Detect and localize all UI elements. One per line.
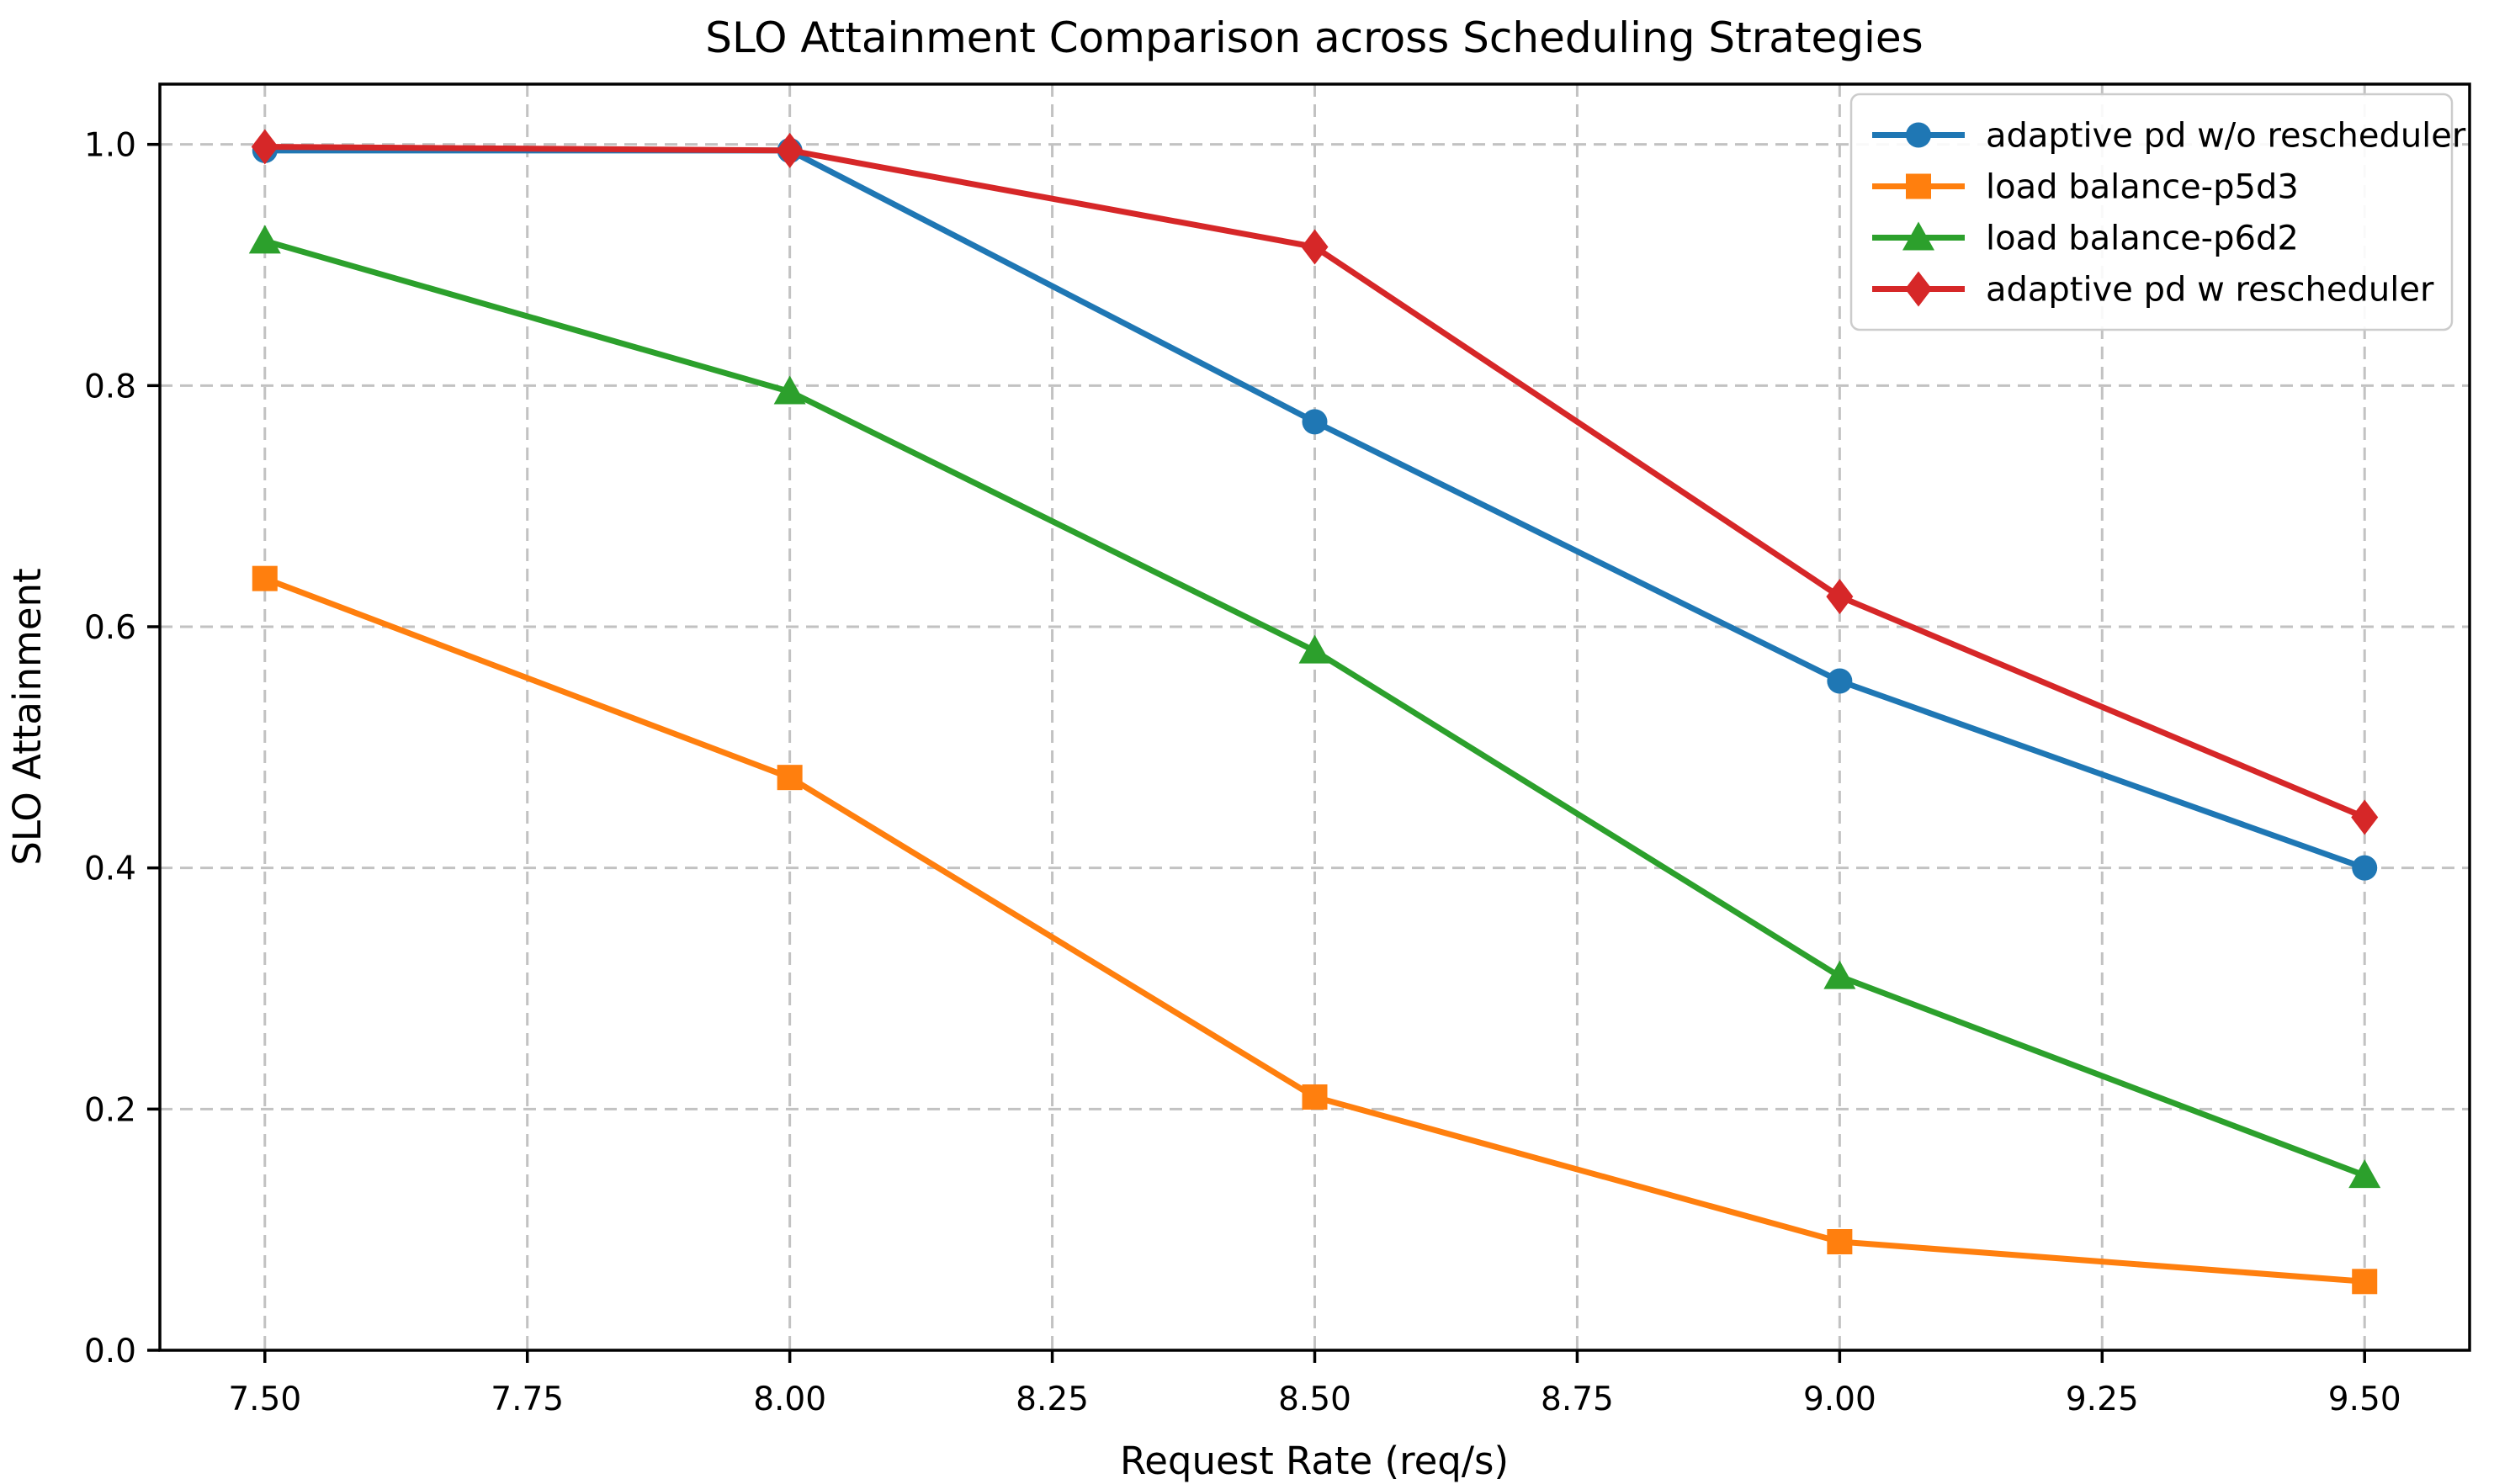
y-axis-label: SLO Attainment (5, 568, 50, 865)
marker-adaptive-pd-w-o-rescheduler (2352, 855, 2378, 881)
marker-adaptive-pd-w-rescheduler (251, 129, 279, 165)
marker-load-balance-p6d2 (248, 225, 281, 254)
legend-entry-load-balance-p5d3: load balance-p5d3 (1872, 168, 2299, 207)
x-axis-label: Request Rate (req/s) (1120, 1439, 1509, 1483)
marker-adaptive-pd-w-rescheduler (776, 132, 804, 168)
marker-load-balance-p5d3 (252, 565, 278, 591)
marker-adaptive-pd-w-o-rescheduler (1302, 409, 1328, 435)
marker-adaptive-pd-w-rescheduler (1826, 579, 1854, 615)
y-tick-label: 0.0 (84, 1333, 136, 1370)
series-load-balance-p5d3 (252, 565, 2378, 1295)
x-tick-label: 8.00 (753, 1381, 826, 1418)
legend-entry-adaptive-pd-w-rescheduler: adaptive pd w rescheduler (1872, 271, 2434, 310)
legend-swatch-load-balance-p6d2 (1902, 221, 1934, 251)
x-tick-label: 9.00 (1803, 1381, 1876, 1418)
legend: adaptive pd w/o rescheduler load balance-… (1849, 93, 2466, 331)
x-tick-label: 7.50 (228, 1381, 301, 1418)
legend-swatch-load-balance-p5d3 (1906, 173, 1931, 199)
y-tick-label: 0.6 (84, 609, 136, 647)
x-tick-label: 8.50 (1278, 1381, 1351, 1418)
y-tick-label: 0.2 (84, 1091, 136, 1129)
marker-load-balance-p5d3 (2352, 1269, 2378, 1295)
marker-load-balance-p6d2 (2348, 1159, 2381, 1189)
legend-swatch-adaptive-pd-w-o-rescheduler (1906, 122, 1931, 148)
axis-ticks: 7.50 7.75 8.00 8.25 8.50 8.75 9.00 9.25 9.50 0.0 0… (84, 127, 2401, 1418)
y-tick-label: 1.0 (84, 127, 136, 165)
marker-load-balance-p6d2 (1298, 634, 1331, 664)
x-tick-label: 7.75 (491, 1381, 564, 1418)
marker-load-balance-p6d2 (773, 375, 806, 405)
marker-load-balance-p5d3 (777, 765, 803, 791)
marker-adaptive-pd-w-rescheduler (2351, 799, 2379, 835)
marker-load-balance-p5d3 (1827, 1229, 1853, 1254)
series (248, 129, 2381, 1295)
legend-label-load-balance-p6d2: load balance-p6d2 (1986, 220, 2299, 258)
y-tick-label: 0.8 (84, 368, 136, 405)
legend-box (1849, 93, 2454, 331)
legend-entry-load-balance-p6d2: load balance-p6d2 (1872, 220, 2299, 258)
series-load-balance-p6d2 (248, 225, 2381, 1189)
marker-adaptive-pd-w-rescheduler (1301, 229, 1329, 265)
legend-label-adaptive-pd-w-o-rescheduler: adaptive pd w/o rescheduler (1986, 117, 2466, 156)
y-tick-label: 0.4 (84, 851, 136, 888)
x-tick-label: 9.50 (2328, 1381, 2401, 1418)
legend-label-adaptive-pd-w-rescheduler: adaptive pd w rescheduler (1986, 271, 2434, 310)
legend-label-load-balance-p5d3: load balance-p5d3 (1986, 168, 2299, 207)
marker-load-balance-p5d3 (1302, 1084, 1328, 1110)
legend-swatch-adaptive-pd-w-rescheduler (1905, 271, 1932, 307)
marker-adaptive-pd-w-o-rescheduler (1827, 668, 1853, 694)
chart-title: SLO Attainment Comparison across Schedul… (705, 13, 1923, 62)
marker-load-balance-p6d2 (1823, 960, 1856, 989)
x-tick-label: 9.25 (2066, 1381, 2139, 1418)
x-tick-label: 8.25 (1016, 1381, 1089, 1418)
x-tick-label: 8.75 (1541, 1381, 1614, 1418)
legend-entry-adaptive-pd-w-o-rescheduler: adaptive pd w/o rescheduler (1872, 117, 2466, 156)
series-adaptive-pd-w-rescheduler (251, 129, 2379, 835)
